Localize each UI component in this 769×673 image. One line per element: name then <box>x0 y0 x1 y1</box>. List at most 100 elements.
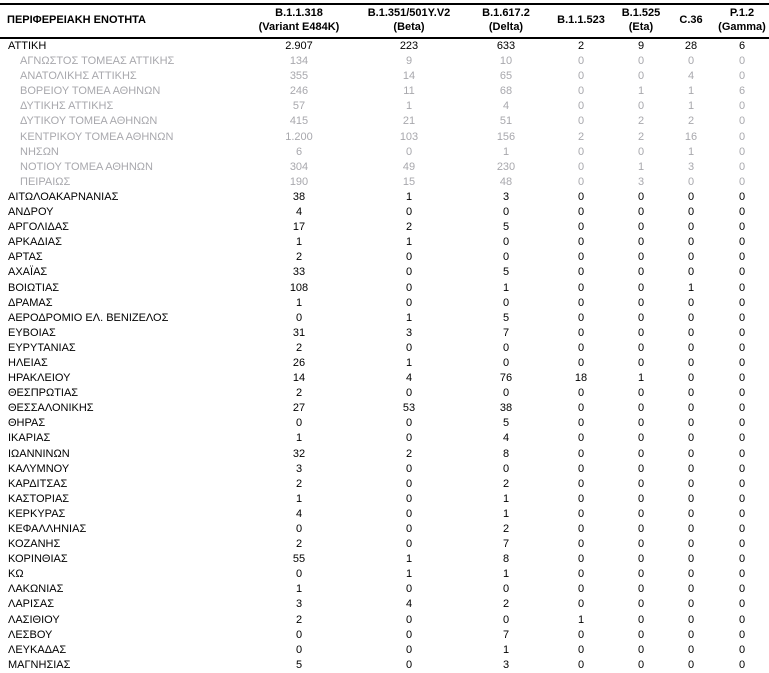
region-name-cell: ΑΓΝΩΣΤΟΣ ΤΟΜΕΑΣ ΑΤΤΙΚΗΣ <box>20 55 175 68</box>
value-cell: 0 <box>502 613 510 626</box>
region-name-cell: ΕΥΡΥΤΑΝΙΑΣ <box>8 341 76 354</box>
table-row: ΚΑΡΔΙΤΣΑΣ 2 0 2 0 0 0 0 <box>0 477 769 492</box>
region-column-header: ΠΕΡΙΦΕΡΕΙΑΚΗ ΕΝΟΤΗΤΑ <box>0 3 245 39</box>
value-cell: 4 <box>295 507 303 520</box>
value-cell: 1 <box>637 372 645 385</box>
value-cell: 1 <box>502 492 510 505</box>
value-cell: 0 <box>687 598 695 611</box>
value-cell: 0 <box>577 477 585 490</box>
value-cell: 0 <box>738 281 746 294</box>
table-row: ΛΑΡΙΣΑΣ 3 4 2 0 0 0 0 <box>0 597 769 612</box>
value-cell: 0 <box>577 462 585 475</box>
value-cell: 0 <box>295 417 303 430</box>
value-cell: 0 <box>577 145 585 158</box>
value-cell: 2 <box>687 115 695 128</box>
value-cell: 0 <box>687 236 695 249</box>
value-cell: 0 <box>637 100 645 113</box>
value-cell: 0 <box>687 628 695 641</box>
value-cell: 1 <box>405 568 413 581</box>
value-cell: 0 <box>738 372 746 385</box>
value-cell: 4 <box>295 206 303 219</box>
value-cell: 1 <box>295 236 303 249</box>
value-cell: 0 <box>738 175 746 188</box>
value-cell: 0 <box>637 583 645 596</box>
value-cell: 0 <box>577 598 585 611</box>
variant-who-label: (Beta) <box>393 20 425 33</box>
value-cell: 0 <box>687 341 695 354</box>
region-name-cell: ΔΡΑΜΑΣ <box>8 296 53 309</box>
value-cell: 0 <box>738 568 746 581</box>
value-cell: 0 <box>577 281 585 294</box>
region-name-cell: ΚΑΣΤΟΡΙΑΣ <box>8 492 70 505</box>
value-cell: 0 <box>577 417 585 430</box>
value-cell: 0 <box>405 658 413 671</box>
variant-name-label: B.1.617.2 <box>482 7 530 19</box>
value-cell: 0 <box>405 266 413 279</box>
region-name-cell: ΚΩ <box>8 568 24 581</box>
value-cell: 0 <box>577 356 585 369</box>
value-cell: 2 <box>295 538 303 551</box>
value-cell: 6 <box>295 145 303 158</box>
value-cell: 0 <box>738 341 746 354</box>
region-name-cell: ΑΙΤΩΛΟΑΚΑΡΝΑΝΙΑΣ <box>8 190 119 203</box>
value-cell: 38 <box>292 190 306 203</box>
value-cell: 0 <box>577 100 585 113</box>
value-cell: 0 <box>687 311 695 324</box>
region-name-cell: ΙΩΑΝΝΙΝΩΝ <box>8 447 70 460</box>
value-cell: 0 <box>637 356 645 369</box>
value-cell: 0 <box>738 462 746 475</box>
variant-column-header-1: B.1.351/501Y.V2 (Beta) <box>353 3 465 39</box>
value-cell: 5 <box>502 417 510 430</box>
value-cell: 1 <box>637 160 645 173</box>
value-cell: 0 <box>405 643 413 656</box>
variant-name-label: P.1.2 <box>729 7 755 19</box>
table-row: ΚΑΛΥΜΝΟΥ 3 0 0 0 0 0 0 <box>0 462 769 477</box>
value-cell: 1 <box>502 281 510 294</box>
table-row: ΑΤΤΙΚΗ 2.907 223 633 2 9 28 6 <box>0 38 769 54</box>
value-cell: 0 <box>687 372 695 385</box>
value-cell: 1 <box>295 583 303 596</box>
value-cell: 0 <box>738 296 746 309</box>
value-cell: 0 <box>637 553 645 566</box>
value-cell: 1 <box>502 145 510 158</box>
value-cell: 246 <box>289 85 309 98</box>
value-cell: 304 <box>289 160 309 173</box>
table-row: ΑΝΔΡΟΥ 4 0 0 0 0 0 0 <box>0 205 769 220</box>
value-cell: 0 <box>577 583 585 596</box>
value-cell: 0 <box>687 417 695 430</box>
value-cell: 32 <box>292 447 306 460</box>
value-cell: 0 <box>687 658 695 671</box>
value-cell: 1 <box>687 145 695 158</box>
variant-column-header-2: B.1.617.2 (Delta) <box>465 3 547 39</box>
value-cell: 55 <box>292 553 306 566</box>
value-cell: 6 <box>738 85 746 98</box>
value-cell: 2 <box>405 447 413 460</box>
value-cell: 0 <box>405 613 413 626</box>
table-row: ΑΕΡΟΔΡΟΜΙΟ ΕΛ. ΒΕΝΙΖΕΛΟΣ 0 1 5 0 0 0 0 <box>0 311 769 326</box>
table-row: ΒΟΙΩΤΙΑΣ 108 0 1 0 0 1 0 <box>0 281 769 296</box>
value-cell: 15 <box>402 175 416 188</box>
value-cell: 0 <box>502 387 510 400</box>
value-cell: 0 <box>577 206 585 219</box>
variant-name-label: B.1.525 <box>621 7 661 19</box>
table-row: ΘΕΣΣΑΛΟΝΙΚΗΣ 27 53 38 0 0 0 0 <box>0 401 769 416</box>
region-name-cell: ΒΟΡΕΙΟΥ ΤΟΜΕΑ ΑΘΗΝΩΝ <box>20 85 161 98</box>
value-cell: 0 <box>577 326 585 339</box>
value-cell: 0 <box>502 356 510 369</box>
table-row: ΚΟΡΙΝΘΙΑΣ 55 1 8 0 0 0 0 <box>0 552 769 567</box>
value-cell: 0 <box>637 266 645 279</box>
value-cell: 0 <box>738 658 746 671</box>
value-cell: 0 <box>687 356 695 369</box>
value-cell: 1 <box>637 85 645 98</box>
value-cell: 2 <box>295 613 303 626</box>
table-body: ΑΤΤΙΚΗ 2.907 223 633 2 9 28 6 ΑΓΝΩΣΤΟΣ ΤΟΜΕΑΣ ΑΤ… <box>0 38 769 673</box>
region-name-cell: ΙΚΑΡΙΑΣ <box>8 432 51 445</box>
value-cell: 0 <box>637 145 645 158</box>
region-name-cell: ΛΕΣΒΟΥ <box>8 628 53 641</box>
value-cell: 0 <box>687 266 695 279</box>
variant-name-label: B.1.351/501Y.V2 <box>367 7 451 19</box>
value-cell: 3 <box>295 598 303 611</box>
value-cell: 0 <box>637 236 645 249</box>
region-name-cell: ΘΗΡΑΣ <box>8 417 46 430</box>
value-cell: 108 <box>289 281 309 294</box>
